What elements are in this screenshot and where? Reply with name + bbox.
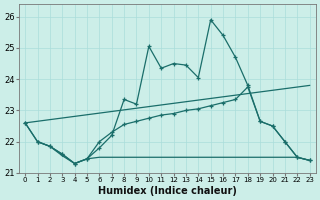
X-axis label: Humidex (Indice chaleur): Humidex (Indice chaleur) <box>98 186 237 196</box>
